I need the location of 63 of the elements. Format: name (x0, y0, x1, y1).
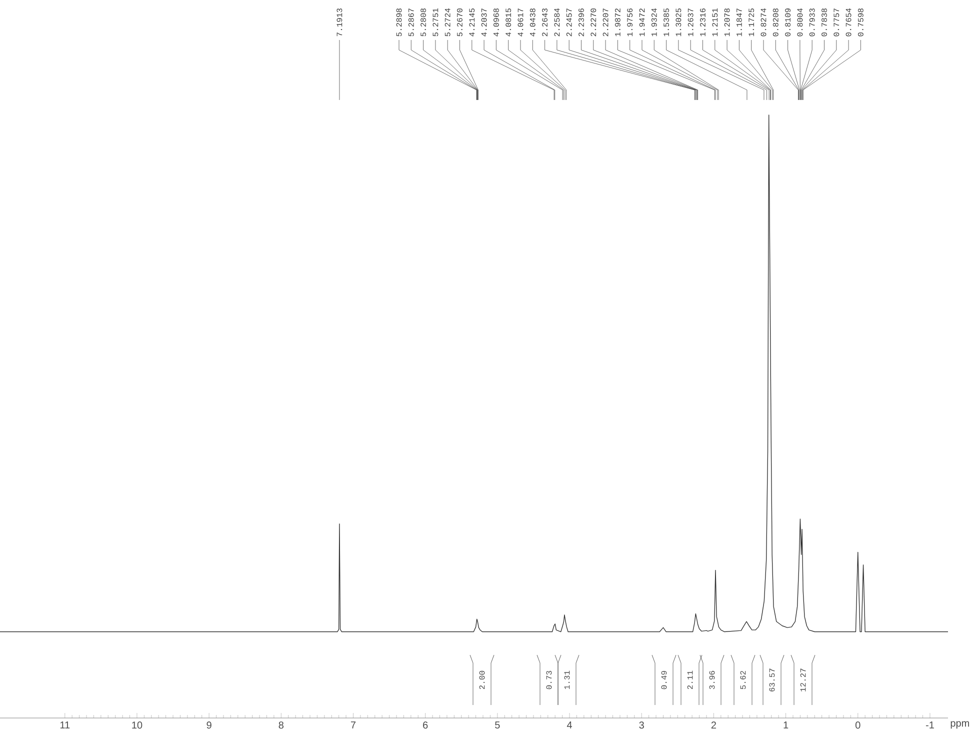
annotation: 0.8274 (760, 8, 766, 36)
annotation: 0.7598 (858, 8, 864, 36)
annotation: 2.2584 (554, 8, 560, 36)
annotation: 1.2078 (724, 8, 730, 36)
annotation: 5.2867 (408, 8, 414, 36)
annotation: 3.96 (709, 670, 715, 690)
annotation: 1.9324 (651, 8, 657, 36)
annotation: 0.7933 (809, 8, 815, 36)
x-tick-label: 5 (495, 722, 500, 729)
x-tick-label: 10 (132, 722, 142, 729)
x-axis-title: ppm (950, 721, 969, 729)
annotation: 4.0617 (518, 8, 524, 36)
annotation: 1.5385 (664, 8, 670, 36)
annotation: 1.2316 (700, 8, 706, 36)
annotation: 5.62 (740, 670, 746, 690)
annotation: 4.0438 (530, 8, 536, 36)
annotation: 0.7654 (846, 8, 852, 36)
annotation: 63.57 (769, 668, 775, 692)
annotation: 4.0815 (506, 8, 512, 36)
annotation: 0.73 (546, 670, 552, 690)
x-tick-label: 9 (206, 722, 212, 729)
annotation: 2.2643 (542, 8, 548, 36)
annotation: 0.7757 (834, 8, 840, 36)
annotation: 1.9756 (627, 8, 633, 36)
annotation: 1.31 (564, 670, 570, 690)
annotation: 0.49 (661, 670, 667, 690)
annotation: 4.2145 (469, 8, 475, 36)
annotation: 5.2898 (396, 8, 402, 36)
x-tick-label: 0 (855, 722, 860, 729)
annotation: 2.2396 (578, 8, 584, 36)
annotation: 1.9872 (614, 8, 620, 36)
annotation: 0.8004 (797, 8, 803, 36)
annotation: 5.2808 (420, 8, 426, 36)
annotation: 1.9472 (639, 8, 645, 36)
x-tick-label: 7 (350, 722, 356, 728)
annotation: 2.00 (479, 670, 485, 690)
annotation: 2.2270 (590, 8, 596, 36)
annotation: 4.2037 (481, 8, 487, 36)
annotation: 2.2457 (566, 8, 572, 36)
annotation: 1.1847 (736, 8, 742, 36)
annotation: 5.2751 (432, 8, 438, 36)
annotation: 1.1725 (748, 8, 754, 36)
annotation: 12.27 (800, 668, 806, 692)
x-tick-label: 11 (60, 722, 70, 728)
annotation: 1.2151 (712, 8, 718, 36)
annotation: 7.1913 (336, 8, 342, 36)
x-tick-label: 8 (278, 722, 284, 729)
annotation: 5.2724 (444, 8, 450, 36)
annotation: 1.2637 (688, 8, 694, 36)
x-tick-label: 6 (423, 722, 428, 729)
annotation: 2.2207 (602, 8, 608, 36)
x-tick-label: -1 (926, 722, 934, 728)
annotation: 1.3025 (676, 8, 682, 36)
annotation: 0.8208 (772, 8, 778, 36)
annotation: 5.2670 (457, 8, 462, 36)
annotation: 4.0968 (493, 8, 499, 36)
annotation: 0.7838 (822, 8, 827, 36)
x-tick-label: 4 (566, 722, 572, 728)
x-tick-label: 1 (784, 722, 788, 728)
x-tick-label: 3 (639, 722, 644, 729)
x-tick-label: 2 (711, 722, 716, 729)
annotation: 0.8109 (785, 8, 791, 36)
annotation: 2.11 (687, 670, 693, 690)
